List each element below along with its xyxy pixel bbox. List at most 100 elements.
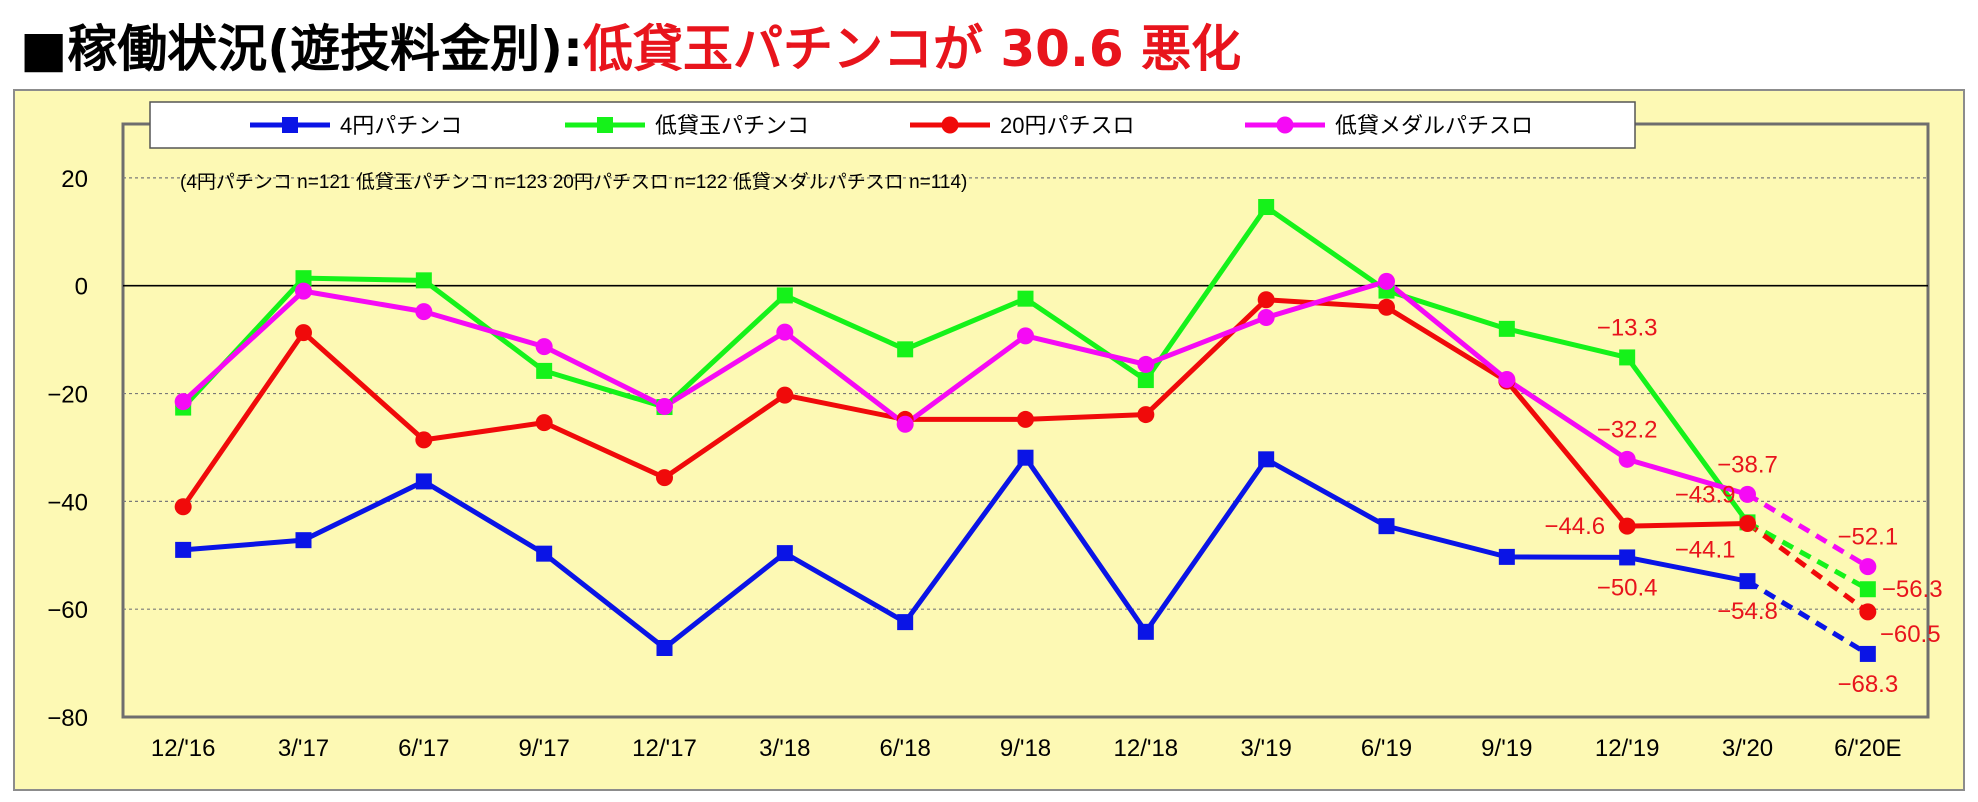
series-forecast-line xyxy=(1746,521,1870,614)
data-point xyxy=(1859,603,1877,621)
x-tick-label: 9/'17 xyxy=(519,735,570,762)
data-point xyxy=(1378,272,1395,290)
data-point xyxy=(1859,558,1877,576)
data-point xyxy=(776,323,794,341)
data-point xyxy=(1378,298,1395,316)
data-point xyxy=(415,303,433,321)
legend-marker xyxy=(597,117,613,133)
legend-marker xyxy=(1276,116,1294,134)
data-point xyxy=(1859,581,1876,598)
series-markers xyxy=(174,199,1877,662)
data-point xyxy=(295,270,312,287)
data-point xyxy=(1619,349,1636,366)
data-point xyxy=(1137,372,1154,389)
legend-label: 20円パチスロ xyxy=(1000,113,1134,138)
series-line xyxy=(181,204,1750,524)
data-point xyxy=(776,386,794,404)
data-point xyxy=(536,545,553,562)
data-point xyxy=(897,614,914,631)
data-point xyxy=(1017,410,1034,428)
data-label: −50.4 xyxy=(1597,574,1658,601)
x-tick-label: 6/'18 xyxy=(880,735,931,762)
data-annotations: −13.3 −32.2 −44.6 −50.4 −38.7 −43.9 −44.1 −54.8… xyxy=(1544,314,1942,698)
series-lines xyxy=(181,204,1870,657)
data-point xyxy=(656,469,673,487)
data-label: −56.3 xyxy=(1882,576,1943,603)
legend: 4円パチンコ 低貸玉パチンコ 20円パチスロ 低貸メダルパチスロ xyxy=(149,101,1636,149)
data-point xyxy=(1859,645,1876,662)
series-line xyxy=(182,455,1748,651)
data-label: −68.3 xyxy=(1837,671,1898,698)
data-point xyxy=(1017,290,1034,307)
x-tick-label: 12/'17 xyxy=(632,735,697,762)
legend-label: 4円パチンコ xyxy=(340,113,462,138)
data-point xyxy=(295,282,312,300)
title-main: ■稼働状況(遊技料金別): xyxy=(20,20,583,78)
data-point xyxy=(1619,549,1636,566)
series-line xyxy=(181,278,1749,497)
y-tick-label: −20 xyxy=(47,382,88,409)
legend-marker xyxy=(941,116,959,134)
x-axis: 12/'16 3/'17 6/'17 9/'17 12/'17 3/'18 6/'18 9/'… xyxy=(151,735,1902,762)
x-tick-label: 9/'19 xyxy=(1481,735,1532,762)
page-title: ■稼働状況(遊技料金別):低貸玉パチンコが 30.6 悪化 xyxy=(20,14,1241,84)
data-point xyxy=(295,324,312,342)
data-point xyxy=(1257,291,1275,309)
data-label: −38.7 xyxy=(1717,451,1778,478)
data-point xyxy=(1137,623,1154,640)
data-label: −32.2 xyxy=(1597,416,1658,443)
data-point xyxy=(776,287,793,304)
x-tick-label: 3/'18 xyxy=(759,735,810,762)
series-forecast-line xyxy=(1746,520,1870,592)
data-label: −43.9 xyxy=(1675,481,1736,508)
data-point xyxy=(1618,450,1636,468)
x-tick-label: 6/'19 xyxy=(1361,735,1412,762)
data-point xyxy=(535,414,553,432)
x-tick-label: 3/'20 xyxy=(1722,735,1773,762)
data-point xyxy=(174,498,192,516)
data-label: −60.5 xyxy=(1880,621,1941,648)
data-label: −44.6 xyxy=(1544,513,1605,540)
data-point xyxy=(656,397,673,415)
data-point xyxy=(1137,406,1155,424)
y-tick-label: 20 xyxy=(61,166,88,193)
data-point xyxy=(896,415,914,433)
data-point xyxy=(295,532,312,549)
data-point xyxy=(415,431,433,449)
data-point xyxy=(1137,355,1155,373)
data-point xyxy=(415,473,432,490)
x-tick-label: 6/'17 xyxy=(398,735,449,762)
data-label: −52.1 xyxy=(1837,524,1898,551)
x-tick-label: 3/'17 xyxy=(278,735,329,762)
data-point xyxy=(1498,371,1516,389)
sample-note: (4円パチンコ n=121 低貸玉パチンコ n=123 20円パチスロ n=12… xyxy=(180,171,967,193)
x-tick-label: 12/'16 xyxy=(151,735,216,762)
data-point xyxy=(1258,199,1275,216)
data-label: −54.8 xyxy=(1717,598,1778,625)
data-point xyxy=(1498,320,1515,337)
data-point xyxy=(1739,573,1756,590)
data-point xyxy=(1618,517,1636,535)
legend-marker xyxy=(282,117,298,133)
series-forecast-line xyxy=(1746,579,1870,657)
x-tick-label: 9/'18 xyxy=(1000,735,1051,762)
data-point xyxy=(1498,548,1515,565)
data-point xyxy=(536,362,553,379)
data-point xyxy=(1739,514,1756,532)
series-forecast-line xyxy=(1746,492,1870,569)
data-point xyxy=(1378,518,1395,535)
data-point xyxy=(1258,451,1275,468)
data-point xyxy=(174,393,192,411)
series-line xyxy=(181,297,1748,529)
data-point xyxy=(776,545,793,562)
title-highlight: 低貸玉パチンコが 30.6 悪化 xyxy=(582,20,1242,78)
x-tick-label: 3/'19 xyxy=(1241,735,1292,762)
legend-label: 低貸メダルパチスロ xyxy=(1335,113,1533,138)
data-point xyxy=(1017,449,1034,466)
x-tick-label: 12/'18 xyxy=(1114,735,1179,762)
y-tick-label: −60 xyxy=(47,597,88,624)
y-tick-label: −40 xyxy=(47,489,88,516)
data-point xyxy=(656,639,673,656)
data-point xyxy=(535,338,553,356)
